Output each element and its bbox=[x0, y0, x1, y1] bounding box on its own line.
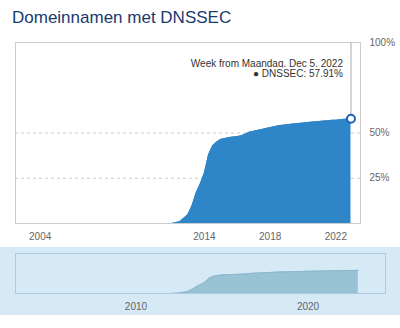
svg-text:Week from Maandag, Dec 5, 2022: Week from Maandag, Dec 5, 2022● DNSSEC: … bbox=[191, 58, 344, 79]
html-text:Domeinnamen met DNSSEC: Domeinnamen met DNSSEC bbox=[12, 8, 232, 27]
svg-text:50%: 50% bbox=[370, 127, 390, 138]
svg-text:2020: 2020 bbox=[297, 301, 320, 312]
svg-text:2014: 2014 bbox=[193, 231, 216, 242]
svg-text:2022: 2022 bbox=[325, 231, 348, 242]
svg-text:100%: 100% bbox=[370, 37, 396, 48]
svg-text:25%: 25% bbox=[370, 172, 390, 183]
svg-text:2010: 2010 bbox=[125, 301, 148, 312]
svg-text:2004: 2004 bbox=[29, 231, 52, 242]
svg-text:2018: 2018 bbox=[259, 231, 282, 242]
